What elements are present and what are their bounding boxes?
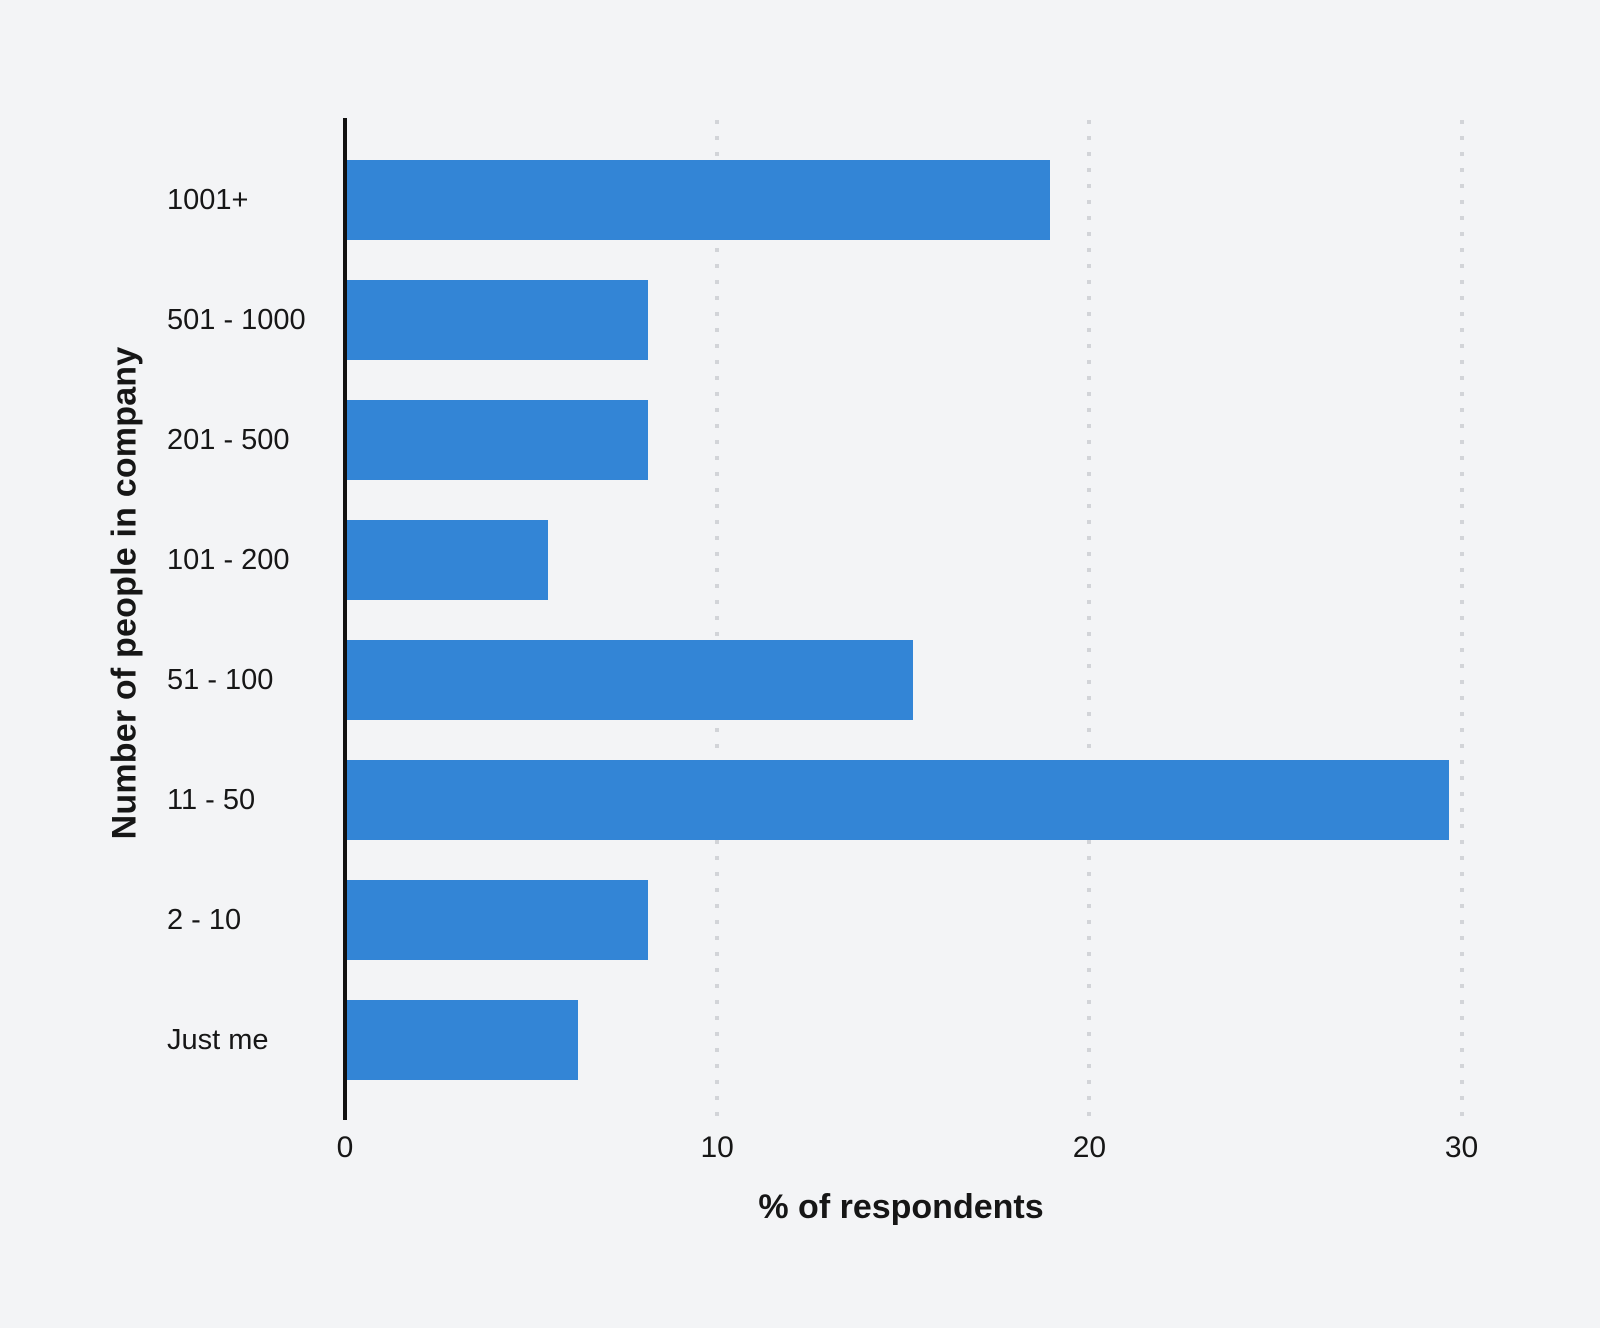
gridline-30 xyxy=(1459,120,1464,1120)
x-tick-label-10: 10 xyxy=(700,1131,734,1164)
x-tick-label-20: 20 xyxy=(1072,1131,1107,1164)
y-label-6: 2 - 10 xyxy=(167,904,242,936)
x-tick-label-30: 30 xyxy=(1444,1131,1479,1164)
y-axis-title: Number of people in company xyxy=(105,346,144,840)
plot-area xyxy=(347,118,1538,1120)
bar-7 xyxy=(347,1000,578,1080)
y-label-1: 501 - 1000 xyxy=(167,304,306,336)
y-axis-line xyxy=(343,118,347,1120)
y-label-0: 1001+ xyxy=(167,184,249,216)
gridline-20 xyxy=(1087,120,1092,1120)
y-label-5: 11 - 50 xyxy=(167,784,256,816)
x-axis-ticks: 0 10 20 30 xyxy=(337,1130,1536,1170)
bar-4 xyxy=(347,640,913,720)
bar-1 xyxy=(347,280,649,360)
y-label-7: Just me xyxy=(167,1024,269,1056)
bar-3 xyxy=(347,520,548,600)
bar-5 xyxy=(347,760,1449,840)
x-tick-label-0: 0 xyxy=(336,1131,354,1164)
bar-0 xyxy=(347,160,1051,240)
y-label-3: 101 - 200 xyxy=(167,544,290,576)
y-label-4: 51 - 100 xyxy=(167,664,274,696)
bar-6 xyxy=(347,880,649,960)
gridline-10 xyxy=(715,120,720,1120)
x-axis-title: % of respondents xyxy=(758,1188,1044,1226)
y-axis-labels: 1001+ 501 - 1000 201 - 500 101 - 200 51 - 10… xyxy=(167,118,343,1120)
y-label-2: 201 - 500 xyxy=(167,424,290,456)
bar-2 xyxy=(347,400,649,480)
